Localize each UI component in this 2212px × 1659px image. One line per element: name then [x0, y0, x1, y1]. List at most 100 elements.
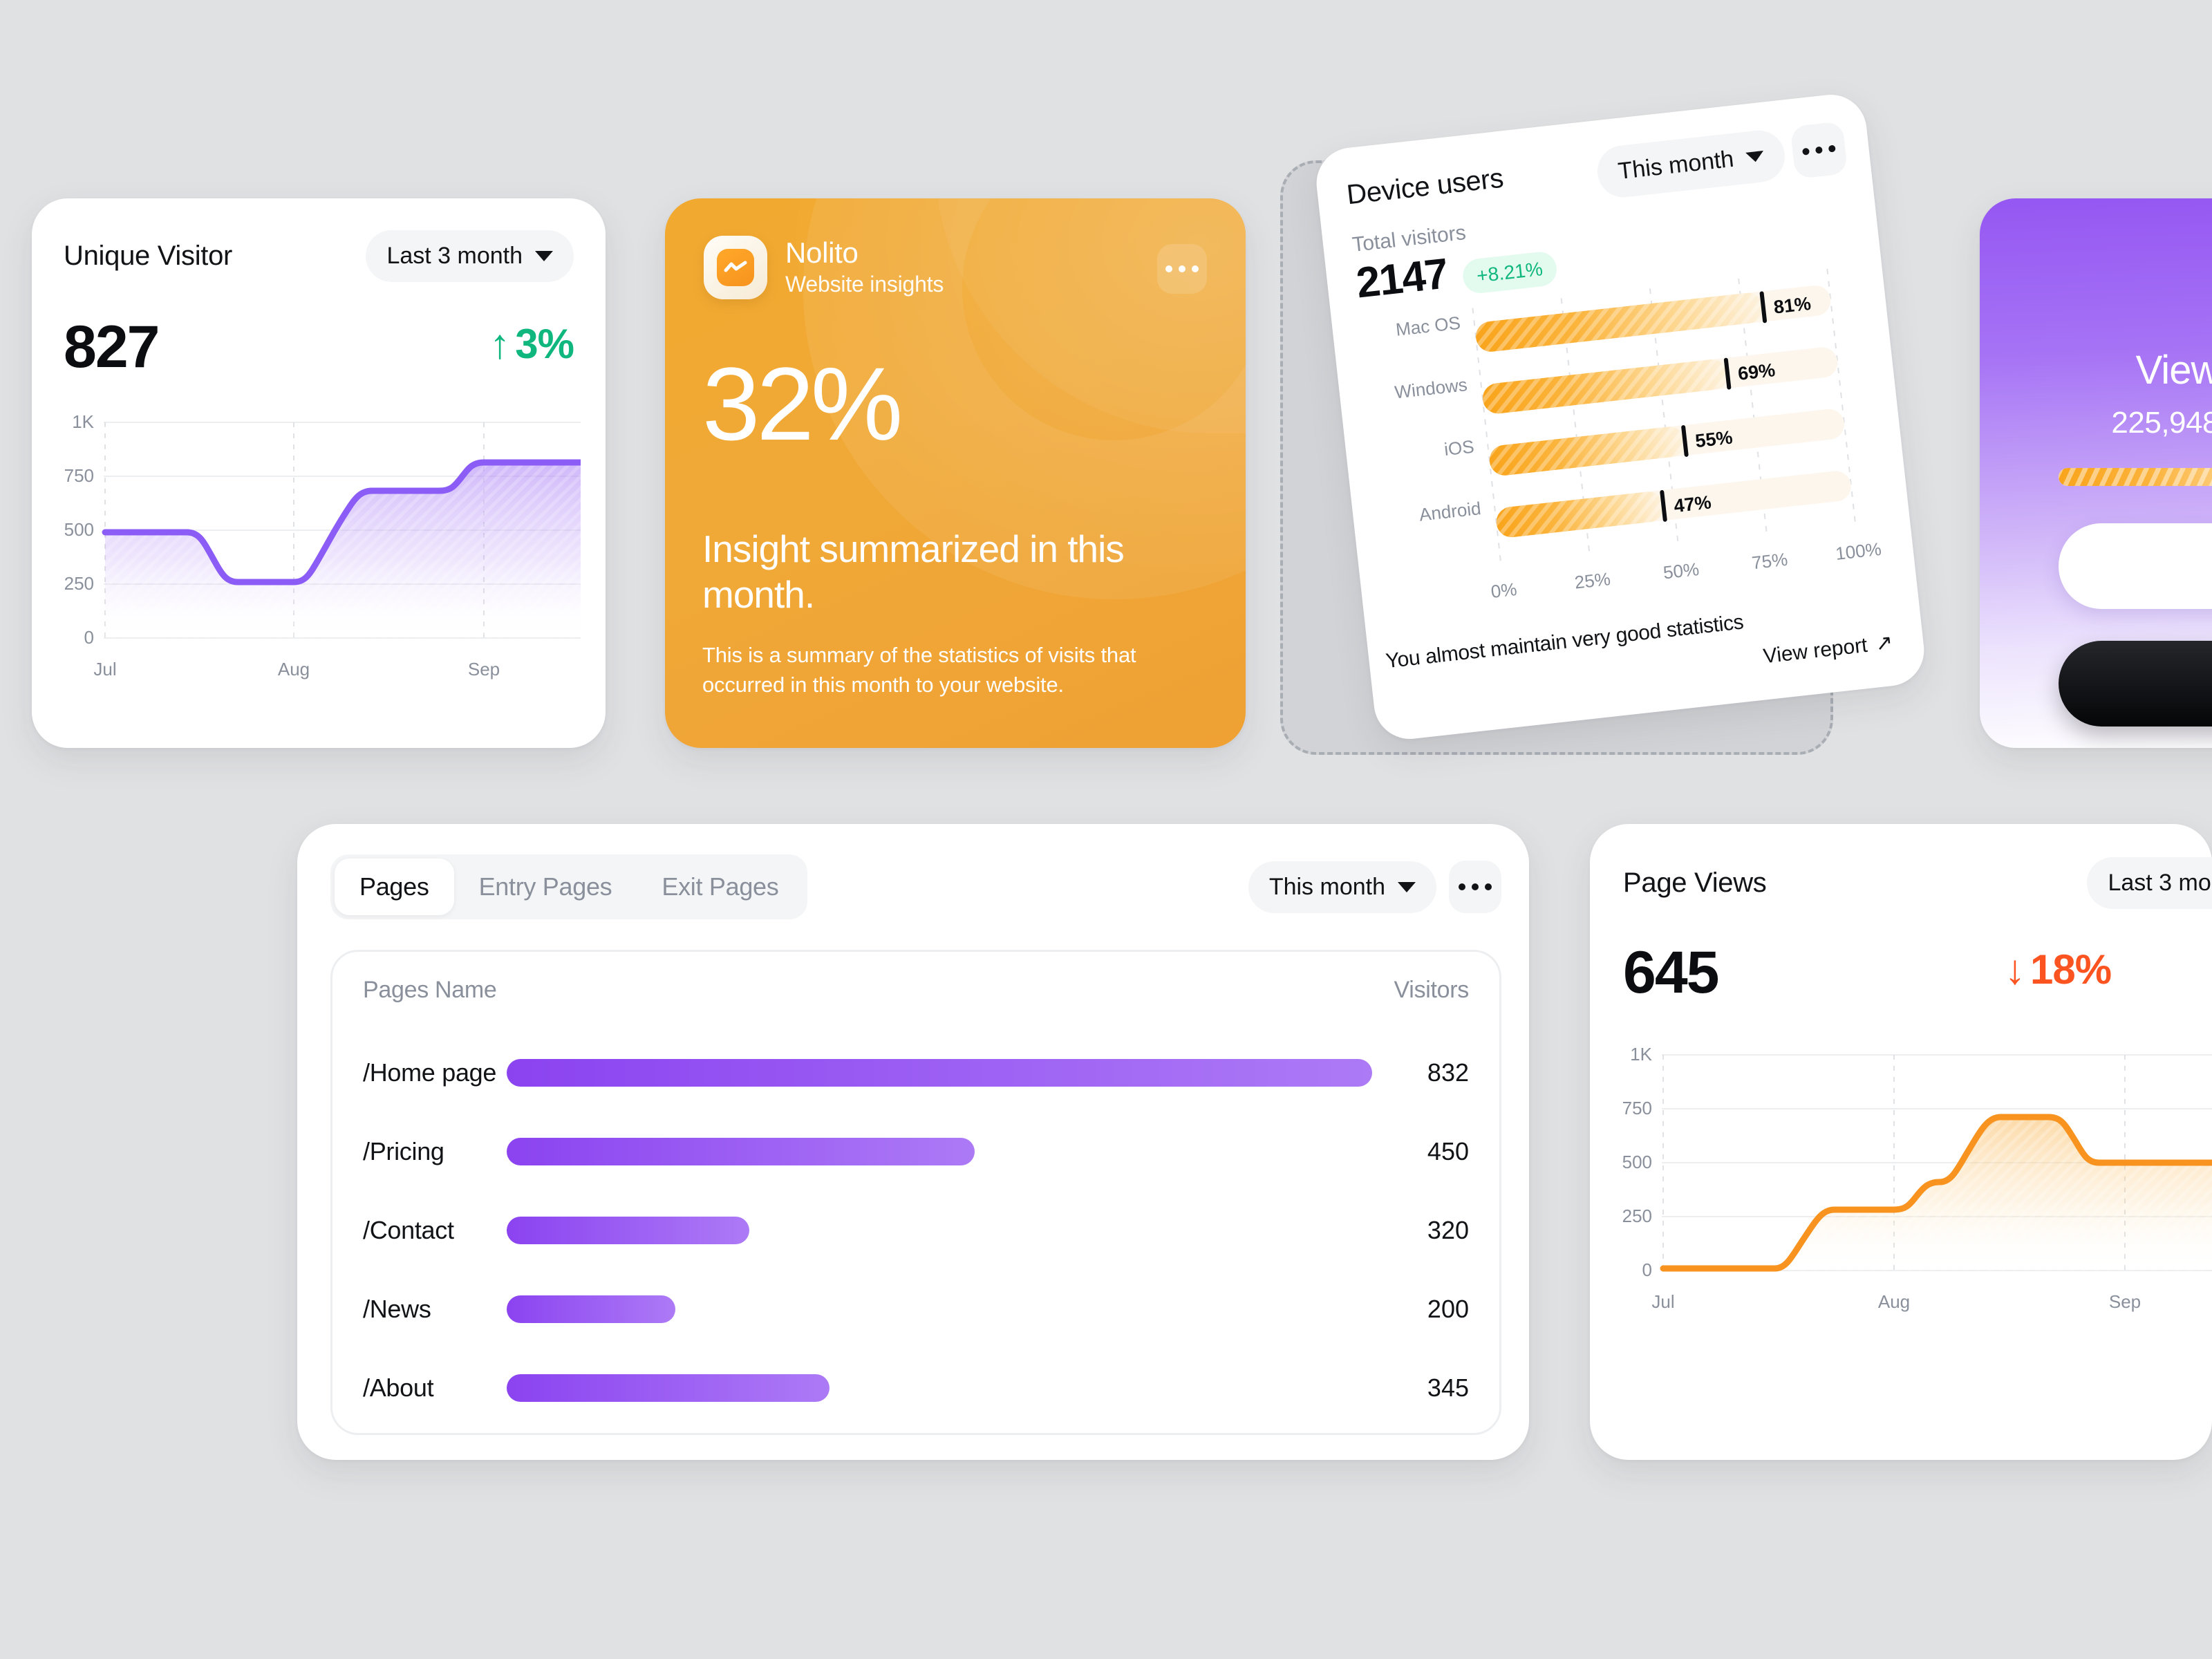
nolito-app-subtitle: Website insights — [785, 271, 944, 297]
arrow-down-icon — [2005, 946, 2025, 993]
page-views-title: Page Views — [1623, 868, 1767, 898]
column-header-visitors: Visitors — [1394, 977, 1470, 1003]
device-users-card: Device users This month Total visitors 2… — [1313, 91, 1928, 743]
device-value-label: 47% — [1673, 491, 1712, 516]
arrow-northeast-icon — [1874, 630, 1894, 657]
page-bar-wrap — [507, 1059, 1372, 1087]
unique-visitor-delta-value: 3% — [515, 321, 574, 367]
svg-text:Aug: Aug — [1878, 1291, 1910, 1312]
page-name: /About — [363, 1374, 434, 1402]
svg-text:500: 500 — [1622, 1152, 1652, 1172]
nolito-more-options-button[interactable] — [1157, 244, 1207, 294]
svg-text:1K: 1K — [72, 413, 94, 432]
device-users-total-value: 2147 — [1353, 250, 1450, 308]
svg-text:250: 250 — [1622, 1206, 1652, 1226]
tab-pages[interactable]: Pages — [335, 859, 454, 915]
tab-exit-pages[interactable]: Exit Pages — [662, 872, 779, 901]
table-row[interactable]: /Contact 320 — [363, 1191, 1469, 1270]
device-users-bar-chart: Mac OS Windows iOS Android — [1394, 268, 1882, 602]
svg-text:Jul: Jul — [1651, 1291, 1674, 1312]
column-header-pages-name: Pages Name — [363, 977, 497, 1003]
page-views-area-texture — [1663, 1117, 2212, 1271]
page-visitors-value: 345 — [1427, 1374, 1469, 1402]
arrow-up-icon — [489, 320, 509, 368]
nolito-headline: Insight summarized in this month. — [702, 527, 1125, 616]
svg-text:Mac OS: Mac OS — [1395, 312, 1462, 340]
device-users-title: Device users — [1345, 162, 1506, 211]
upgrade-button[interactable]: Upg — [2059, 641, 2212, 727]
wave-glyph — [724, 261, 747, 272]
svg-text:0%: 0% — [1490, 579, 1518, 602]
unique-visitor-line — [102, 459, 581, 585]
nolito-logo — [704, 236, 767, 299]
page-views-delta-value: 18% — [2030, 946, 2112, 993]
upgrade-usage: 225,948/500 — [2111, 406, 2212, 440]
chevron-down-icon — [535, 251, 553, 261]
page-views-area-chart: 1K 750 500 250 0 Jul Aug Sep — [1622, 1045, 2212, 1312]
page-name: /News — [363, 1295, 431, 1323]
page-visitors-value: 200 — [1427, 1295, 1469, 1323]
upgrade-button-label: Upg — [2211, 666, 2212, 701]
nolito-brand: Nolito Website insights — [704, 236, 944, 299]
svg-text:25%: 25% — [1573, 568, 1611, 593]
device-value-label: 81% — [1772, 293, 1812, 318]
page-bar-wrap — [507, 1138, 1372, 1165]
unique-visitor-delta: 3% — [489, 320, 574, 368]
svg-text:Sep: Sep — [2109, 1291, 2141, 1312]
svg-text:0: 0 — [1642, 1259, 1652, 1280]
device-users-change-badge: +8.21% — [1461, 250, 1559, 295]
nolito-app-name: Nolito — [785, 236, 859, 270]
page-visitors-bar — [507, 1295, 676, 1323]
pages-tab-group: Pages Entry Pages Exit Pages — [330, 854, 808, 919]
page-visitors-value: 320 — [1427, 1216, 1469, 1244]
svg-text:Jul: Jul — [93, 659, 116, 679]
page-visitors-bar — [507, 1059, 1372, 1087]
upgrade-progress-fill — [2059, 468, 2212, 486]
table-row[interactable]: /About 345 — [363, 1349, 1469, 1427]
page-visitors-value: 832 — [1427, 1058, 1469, 1087]
svg-text:iOS: iOS — [1443, 436, 1475, 460]
unique-visitor-card: Unique Visitor Last 3 month 827 3% — [32, 198, 606, 748]
device-users-more-options-button[interactable] — [1790, 121, 1848, 180]
device-users-range-dropdown[interactable]: This month — [1594, 127, 1788, 200]
device-value-label: 55% — [1694, 427, 1734, 451]
upgrade-card: View + 225,948/500 Lea Upg — [1980, 198, 2212, 748]
svg-text:Sep: Sep — [468, 659, 500, 679]
page-views-range-dropdown[interactable]: Last 3 month — [2087, 857, 2212, 909]
pages-more-options-button[interactable] — [1449, 861, 1501, 913]
pages-card: Pages Entry Pages Exit Pages This month … — [297, 824, 1529, 1460]
page-views-range-label: Last 3 month — [2108, 870, 2212, 896]
page-name: /Pricing — [363, 1137, 444, 1165]
unique-visitor-area-chart: 1K 750 500 250 0 Jul Aug Sep — [64, 413, 581, 679]
pages-header-actions: This month — [1248, 861, 1501, 913]
svg-text:0: 0 — [84, 627, 94, 648]
device-value-label: 69% — [1737, 359, 1777, 384]
table-row[interactable]: /News 200 — [363, 1270, 1469, 1349]
upgrade-title: View + — [2135, 348, 2212, 393]
nolito-insight-card: Nolito Website insights 32% Insight summ… — [665, 198, 1246, 748]
svg-text:750: 750 — [64, 465, 94, 486]
unique-visitor-area-texture — [105, 462, 581, 638]
svg-text:750: 750 — [1622, 1098, 1652, 1118]
page-visitors-bar — [507, 1138, 975, 1165]
learn-more-button[interactable]: Lea — [2059, 523, 2212, 609]
unique-visitor-range-dropdown[interactable]: Last 3 month — [366, 230, 574, 282]
pages-range-dropdown[interactable]: This month — [1248, 861, 1436, 913]
page-views-line — [1660, 1114, 2212, 1272]
unique-visitor-range-label: Last 3 month — [386, 243, 523, 269]
nolito-body-text: This is a summary of the statistics of v… — [702, 643, 1136, 697]
device-users-view-report-link[interactable]: View report — [1762, 630, 1894, 668]
page-visitors-value: 450 — [1427, 1137, 1469, 1165]
svg-text:Aug: Aug — [278, 659, 310, 679]
pages-range-label: This month — [1268, 873, 1385, 900]
svg-text:100%: 100% — [1835, 538, 1882, 564]
upgrade-progress-track — [2059, 468, 2212, 486]
page-views-delta: 18% — [2005, 946, 2112, 993]
tab-entry-pages[interactable]: Entry Pages — [478, 872, 612, 901]
table-row[interactable]: /Home page 832 — [363, 1033, 1469, 1112]
table-row[interactable]: /Pricing 450 — [363, 1112, 1469, 1191]
chevron-down-icon — [1745, 150, 1765, 163]
page-bar-wrap — [507, 1295, 1372, 1323]
page-bar-wrap — [507, 1217, 1372, 1244]
svg-text:75%: 75% — [1751, 549, 1789, 574]
